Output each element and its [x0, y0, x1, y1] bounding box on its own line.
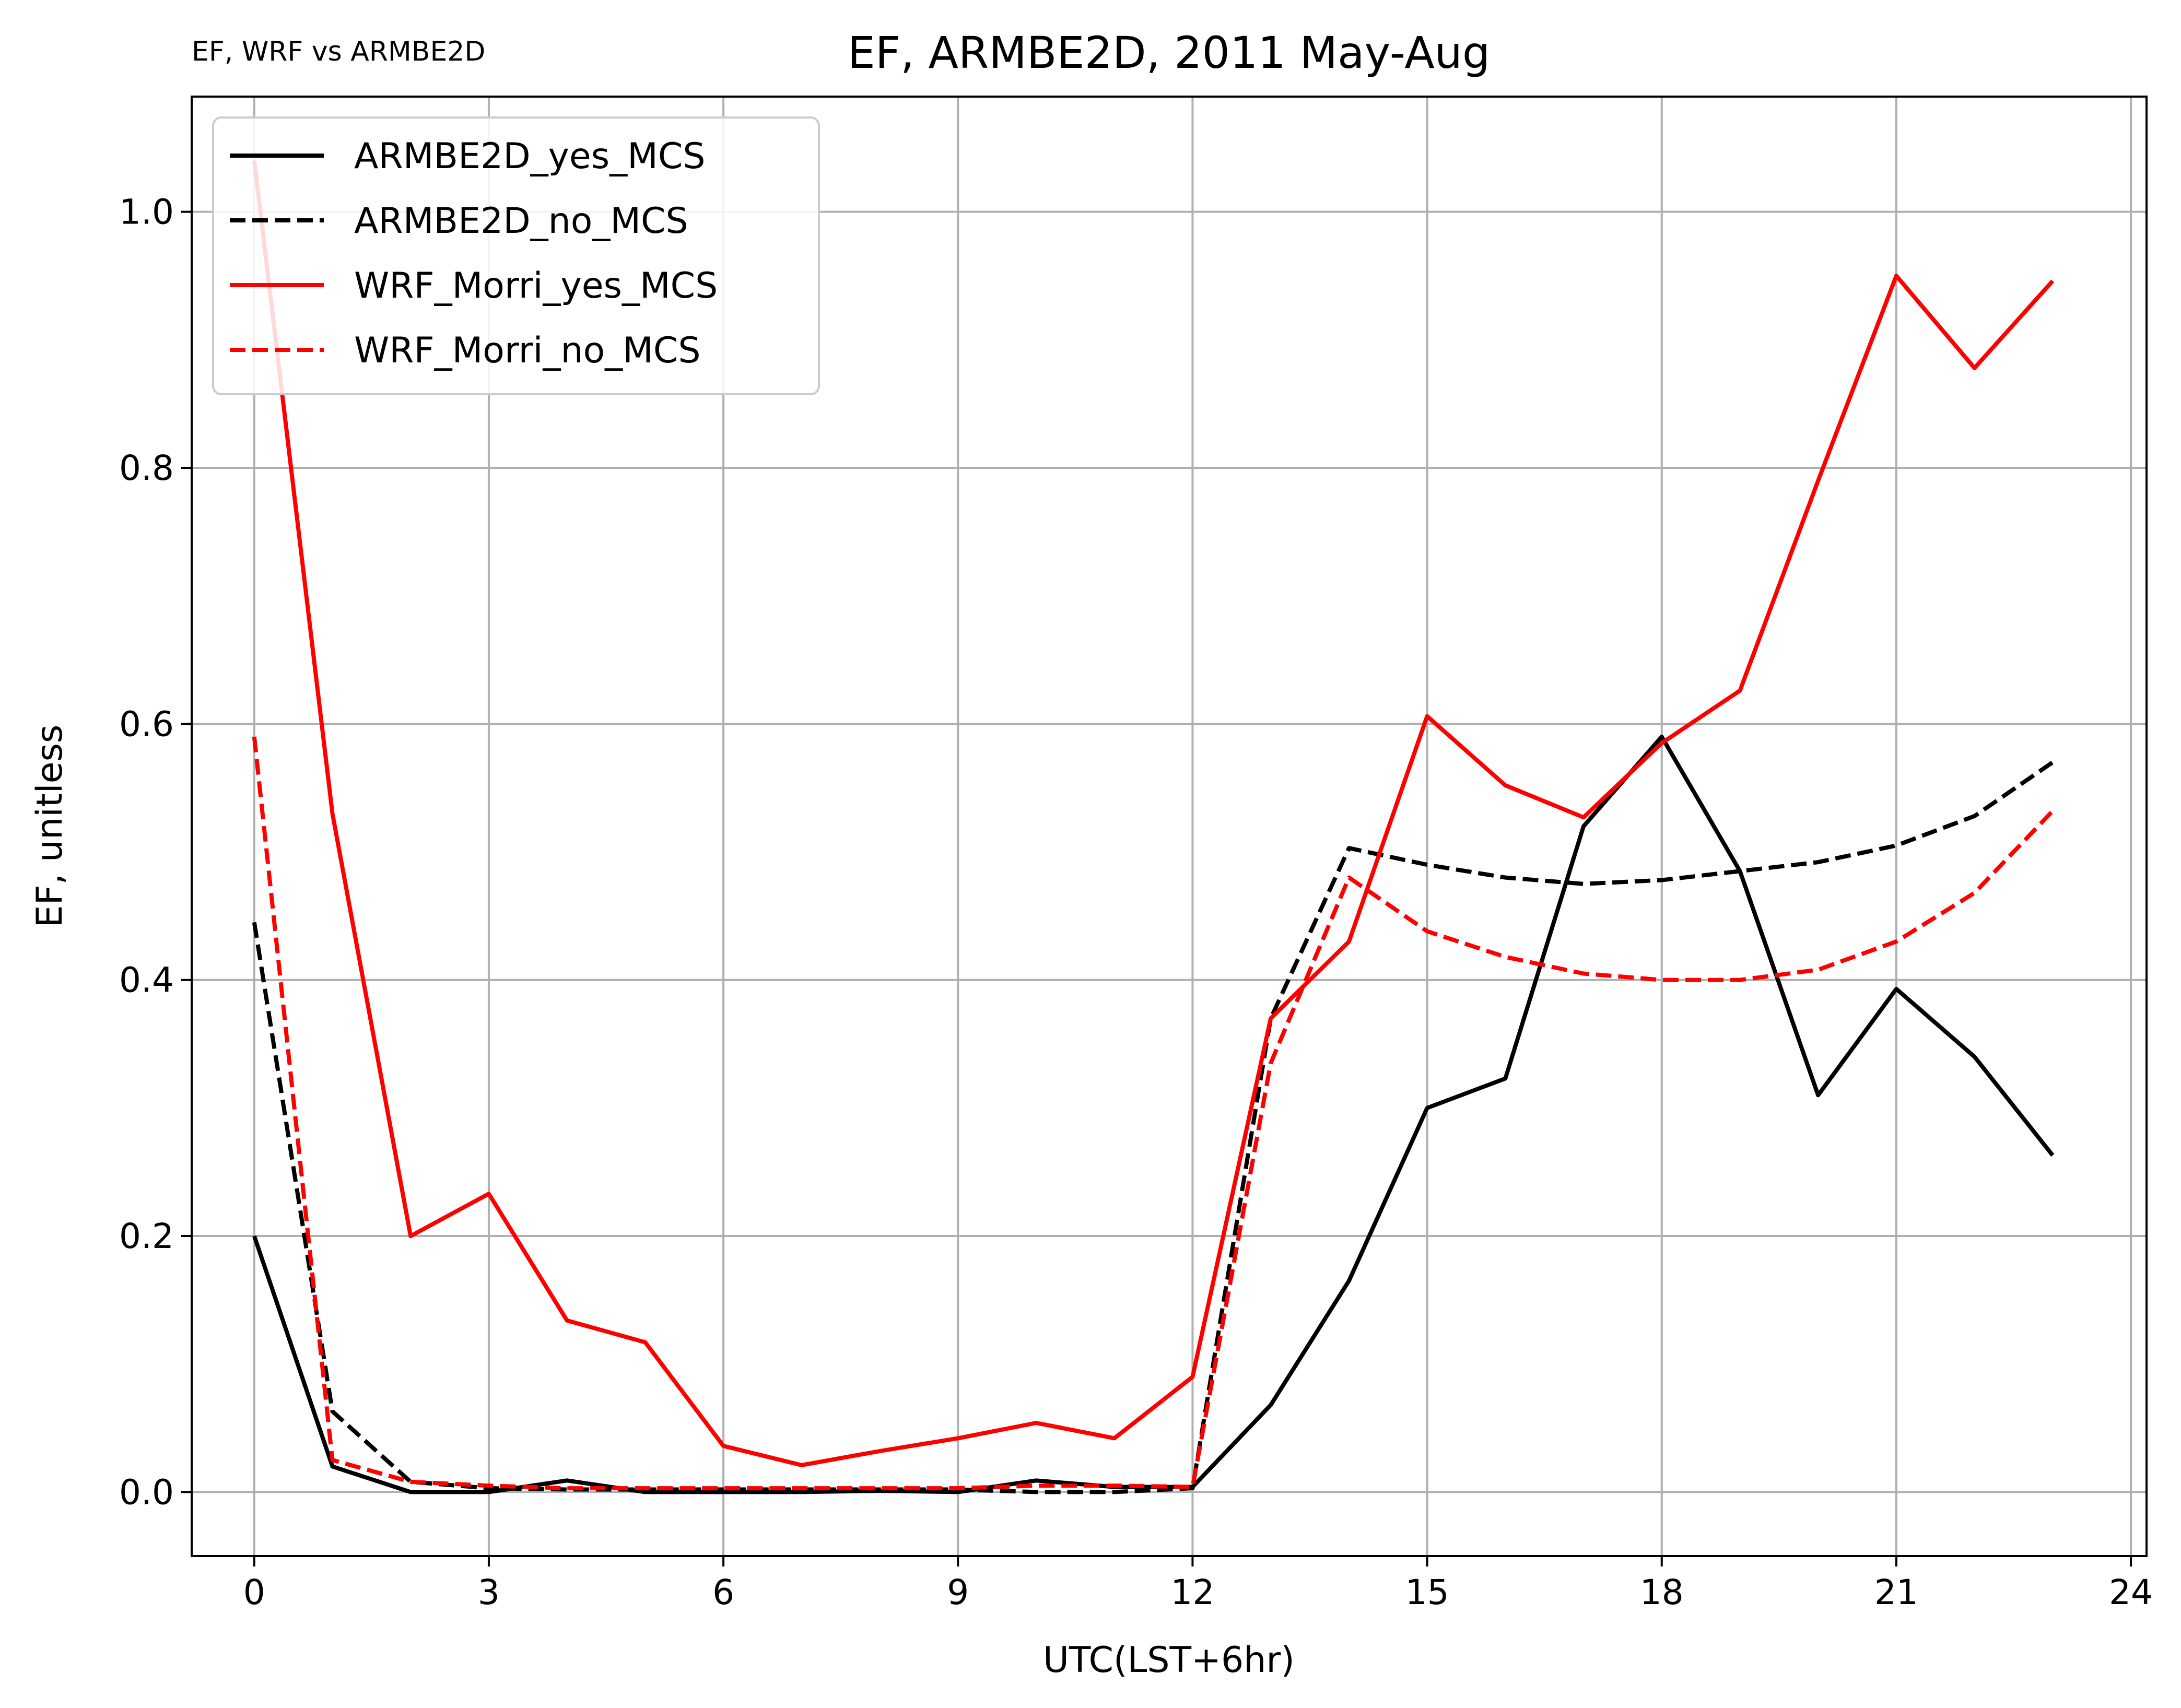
- legend-label-armbe2d-yes-mcs: ARMBE2D_yes_MCS: [354, 136, 706, 177]
- legend-items: ARMBE2D_yes_MCS ARMBE2D_no_MCS WRF_Morri_y…: [230, 136, 718, 371]
- legend-label-wrf-morri-yes-mcs: WRF_Morri_yes_MCS: [354, 265, 718, 307]
- legend-box: [212, 116, 820, 395]
- x-axis-label: UTC(LST+6hr): [1043, 1640, 1295, 1681]
- legend-label-armbe2d-no-mcs: ARMBE2D_no_MCS: [354, 201, 688, 242]
- y-tick-label: 1.0: [119, 192, 174, 232]
- series-line-wrf-morri-yes-mcs: [252, 160, 2055, 1467]
- x-tick-label: 18: [1640, 1572, 1684, 1612]
- chart-title: EF, ARMBE2D, 2011 May-Aug: [848, 27, 1490, 78]
- x-tick-label: 0: [243, 1572, 265, 1612]
- plot-frame: [191, 96, 2148, 1557]
- y-tick-label: 0.6: [119, 704, 174, 744]
- x-tick-label: 6: [712, 1572, 734, 1612]
- x-tick-label: 3: [478, 1572, 500, 1612]
- y-axis-label: EF, unitless: [29, 725, 71, 928]
- legend: ARMBE2D_yes_MCS ARMBE2D_no_MCS WRF_Morri_y…: [212, 116, 820, 395]
- x-tick-label: 24: [2109, 1572, 2153, 1612]
- x-tick-label: 9: [947, 1572, 969, 1612]
- axis-ticks: 0 3 6 9 12 15 18 21 24 0.0 0.2 0.4 0.6 0.8 1.0: [119, 192, 2153, 1612]
- series-line-wrf-morri-no-mcs: [252, 736, 2055, 1491]
- y-tick-label: 0.8: [119, 448, 174, 488]
- x-tick-label: 15: [1405, 1572, 1449, 1612]
- grid: [192, 97, 2147, 1556]
- y-tick-label: 0.2: [119, 1216, 174, 1256]
- legend-label-wrf-morri-no-mcs: WRF_Morri_no_MCS: [354, 330, 701, 371]
- y-tick-label: 0.0: [119, 1472, 174, 1512]
- y-tick-label: 0.4: [119, 960, 174, 1000]
- series-lines: [252, 160, 2055, 1494]
- chart-subtitle: EF, WRF vs ARMBE2D: [192, 36, 485, 67]
- x-tick-label: 12: [1170, 1572, 1214, 1612]
- x-tick-label: 21: [1874, 1572, 1918, 1612]
